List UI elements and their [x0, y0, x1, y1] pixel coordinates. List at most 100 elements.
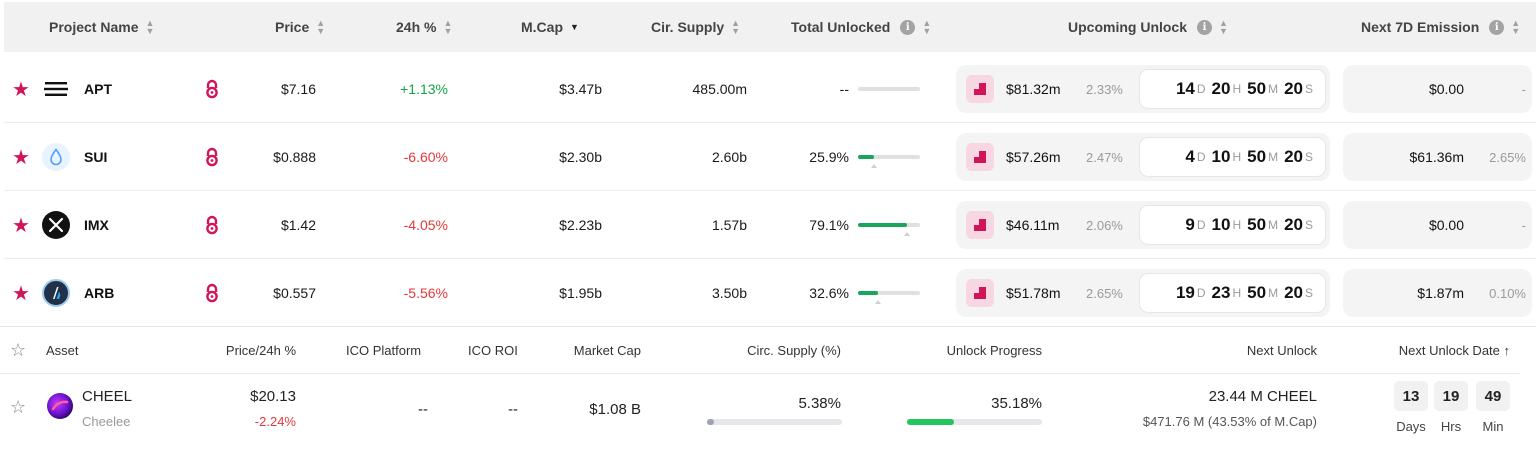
table-row[interactable]: ★ ARB $0.557 -5.56% $1.95b 3.50b 32.6% $…	[4, 259, 1536, 327]
table-row[interactable]: ★ SUI $0.888 -6.60% $2.30b 2.60b 25.9% $…	[4, 123, 1536, 191]
unlock-progress-bar	[858, 155, 920, 159]
header-price-24h[interactable]: Price/24h %	[225, 342, 296, 358]
table-row[interactable]: ★ IMX $1.42 -4.05% $2.23b 1.57b 79.1% $4…	[4, 191, 1536, 259]
unit-hours: H	[1232, 218, 1242, 232]
header-project-name[interactable]: Project Name ▲ ▼	[49, 18, 154, 36]
header-asset[interactable]: Asset	[46, 342, 79, 358]
unit-seconds: S	[1304, 286, 1313, 300]
sort-icon[interactable]: ▲ ▼	[731, 18, 740, 36]
star-outline-icon[interactable]: ☆	[10, 339, 27, 360]
emission-card[interactable]: $0.00 -	[1343, 65, 1532, 113]
token-symbol[interactable]: IMX	[84, 217, 109, 233]
next-unlock-value: $471.76 M (43.53% of M.Cap)	[1142, 414, 1317, 429]
sui-logo	[42, 123, 70, 191]
lock-icon[interactable]	[203, 259, 221, 327]
arb-logo	[42, 259, 70, 327]
emission-card[interactable]: $1.87m 0.10%	[1343, 269, 1532, 317]
header-next-unlock[interactable]: Next Unlock	[1246, 342, 1317, 358]
upcoming-unlock-card[interactable]: $81.32m 2.33% 14 D 20 H 50 M 20 S	[956, 65, 1330, 113]
header-next-7d-emission[interactable]: Next 7D Emission i ▲ ▼	[1361, 18, 1520, 36]
emission-percent: -	[1521, 81, 1526, 97]
countdown-minutes: 50	[1247, 147, 1267, 166]
info-icon[interactable]: i	[1489, 19, 1505, 35]
star-icon[interactable]: ★	[12, 214, 30, 237]
lock-icon[interactable]	[203, 55, 221, 123]
sort-icon[interactable]: ▲ ▼	[1219, 18, 1228, 36]
sort-icon[interactable]: ▲ ▼	[316, 18, 325, 36]
unlock-progress-bar	[907, 419, 1042, 425]
cheel-logo	[46, 392, 74, 423]
header-ico-platform[interactable]: ICO Platform	[346, 342, 422, 358]
token-symbol[interactable]: APT	[84, 81, 112, 97]
countdown-days: 9	[1185, 215, 1195, 234]
header-next-unlock-date[interactable]: Next Unlock Date ↑	[1398, 342, 1510, 358]
ico-roi-value: --	[508, 401, 518, 418]
sort-icon[interactable]: ▲ ▼	[443, 18, 452, 36]
asset-change: -2.24%	[254, 414, 296, 429]
header-unlock-progress[interactable]: Unlock Progress	[946, 342, 1042, 358]
unlock-progress-bar	[858, 87, 920, 91]
header-cir-supply[interactable]: Cir. Supply ▲ ▼	[651, 18, 740, 36]
star-outline-icon[interactable]: ☆	[10, 397, 27, 417]
unlock-value: $57.26m	[1006, 149, 1061, 165]
countdown-min-label: Min	[1482, 419, 1504, 434]
header-market-cap[interactable]: Market Cap	[573, 342, 641, 358]
countdown-min-box: 49	[1476, 381, 1510, 411]
unit-hours: H	[1232, 150, 1242, 164]
unlock-value: $46.11m	[1006, 217, 1060, 233]
unlock-progress-value: 35.18%	[991, 395, 1042, 412]
header-ico-roi[interactable]: ICO ROI	[468, 342, 518, 358]
lock-icon[interactable]	[203, 123, 221, 191]
countdown-hours: 23	[1211, 283, 1231, 302]
header-mcap[interactable]: M.Cap ▼	[521, 19, 579, 35]
table-row[interactable]: ★ APT $7.16 +1.13% $3.47b 485.00m -- $81…	[4, 55, 1536, 123]
header-total-unlocked[interactable]: Total Unlocked i ▲ ▼	[791, 18, 931, 36]
star-icon[interactable]: ★	[12, 282, 30, 305]
countdown-hours: 20	[1211, 79, 1231, 98]
header-24h[interactable]: 24h % ▲ ▼	[396, 18, 452, 36]
countdown-days: 14	[1175, 79, 1195, 98]
header-price[interactable]: Price ▲ ▼	[275, 18, 325, 36]
header-circ-supply[interactable]: Circ. Supply (%)	[747, 342, 841, 358]
emission-card[interactable]: $0.00 -	[1343, 201, 1532, 249]
sort-desc-icon[interactable]: ▼	[570, 22, 579, 32]
info-icon[interactable]: i	[1197, 19, 1213, 35]
countdown-minutes: 50	[1247, 215, 1267, 234]
unlock-event-icon	[966, 279, 994, 307]
sort-icon[interactable]: ▲ ▼	[922, 18, 931, 36]
change-24h: -6.60%	[403, 149, 448, 165]
token-symbol[interactable]: ARB	[84, 285, 115, 301]
star-icon[interactable]: ★	[12, 78, 30, 101]
unit-seconds: S	[1304, 150, 1313, 164]
unlock-countdown: 19 D 23 H 50 M 20 S	[1139, 273, 1326, 313]
market-cap-value: $1.08 B	[589, 401, 641, 418]
emission-card[interactable]: $61.36m 2.65%	[1343, 133, 1532, 181]
info-icon[interactable]: i	[900, 19, 916, 35]
unlock-event-icon	[966, 143, 994, 171]
change-24h: -4.05%	[403, 217, 448, 233]
unlock-countdown: 14 D 20 H 50 M 20 S	[1139, 69, 1326, 109]
cir-supply: 485.00m	[692, 81, 747, 97]
header-upcoming-unlock[interactable]: Upcoming Unlock i ▲ ▼	[1068, 18, 1228, 36]
asset-symbol[interactable]: CHEEL	[82, 388, 133, 405]
price: $1.42	[280, 217, 316, 233]
star-icon[interactable]: ★	[12, 146, 30, 169]
circ-supply-bar	[707, 419, 842, 425]
unit-days: D	[1196, 150, 1206, 164]
lock-icon[interactable]	[203, 191, 221, 259]
unlock-event-icon	[966, 75, 994, 103]
progress-marker	[904, 232, 911, 236]
sort-icon[interactable]: ▲ ▼	[1511, 18, 1520, 36]
countdown-hours: 10	[1211, 147, 1231, 166]
countdown-minutes: 50	[1247, 283, 1267, 302]
countdown-hours: 10	[1211, 215, 1231, 234]
upcoming-unlock-card[interactable]: $51.78m 2.65% 19 D 23 H 50 M 20 S	[956, 269, 1330, 317]
unit-minutes: M	[1268, 218, 1279, 232]
sort-icon[interactable]: ▲ ▼	[145, 18, 154, 36]
token-symbol[interactable]: SUI	[84, 149, 108, 165]
countdown-minutes: 50	[1247, 79, 1267, 98]
price: $0.557	[273, 285, 316, 301]
